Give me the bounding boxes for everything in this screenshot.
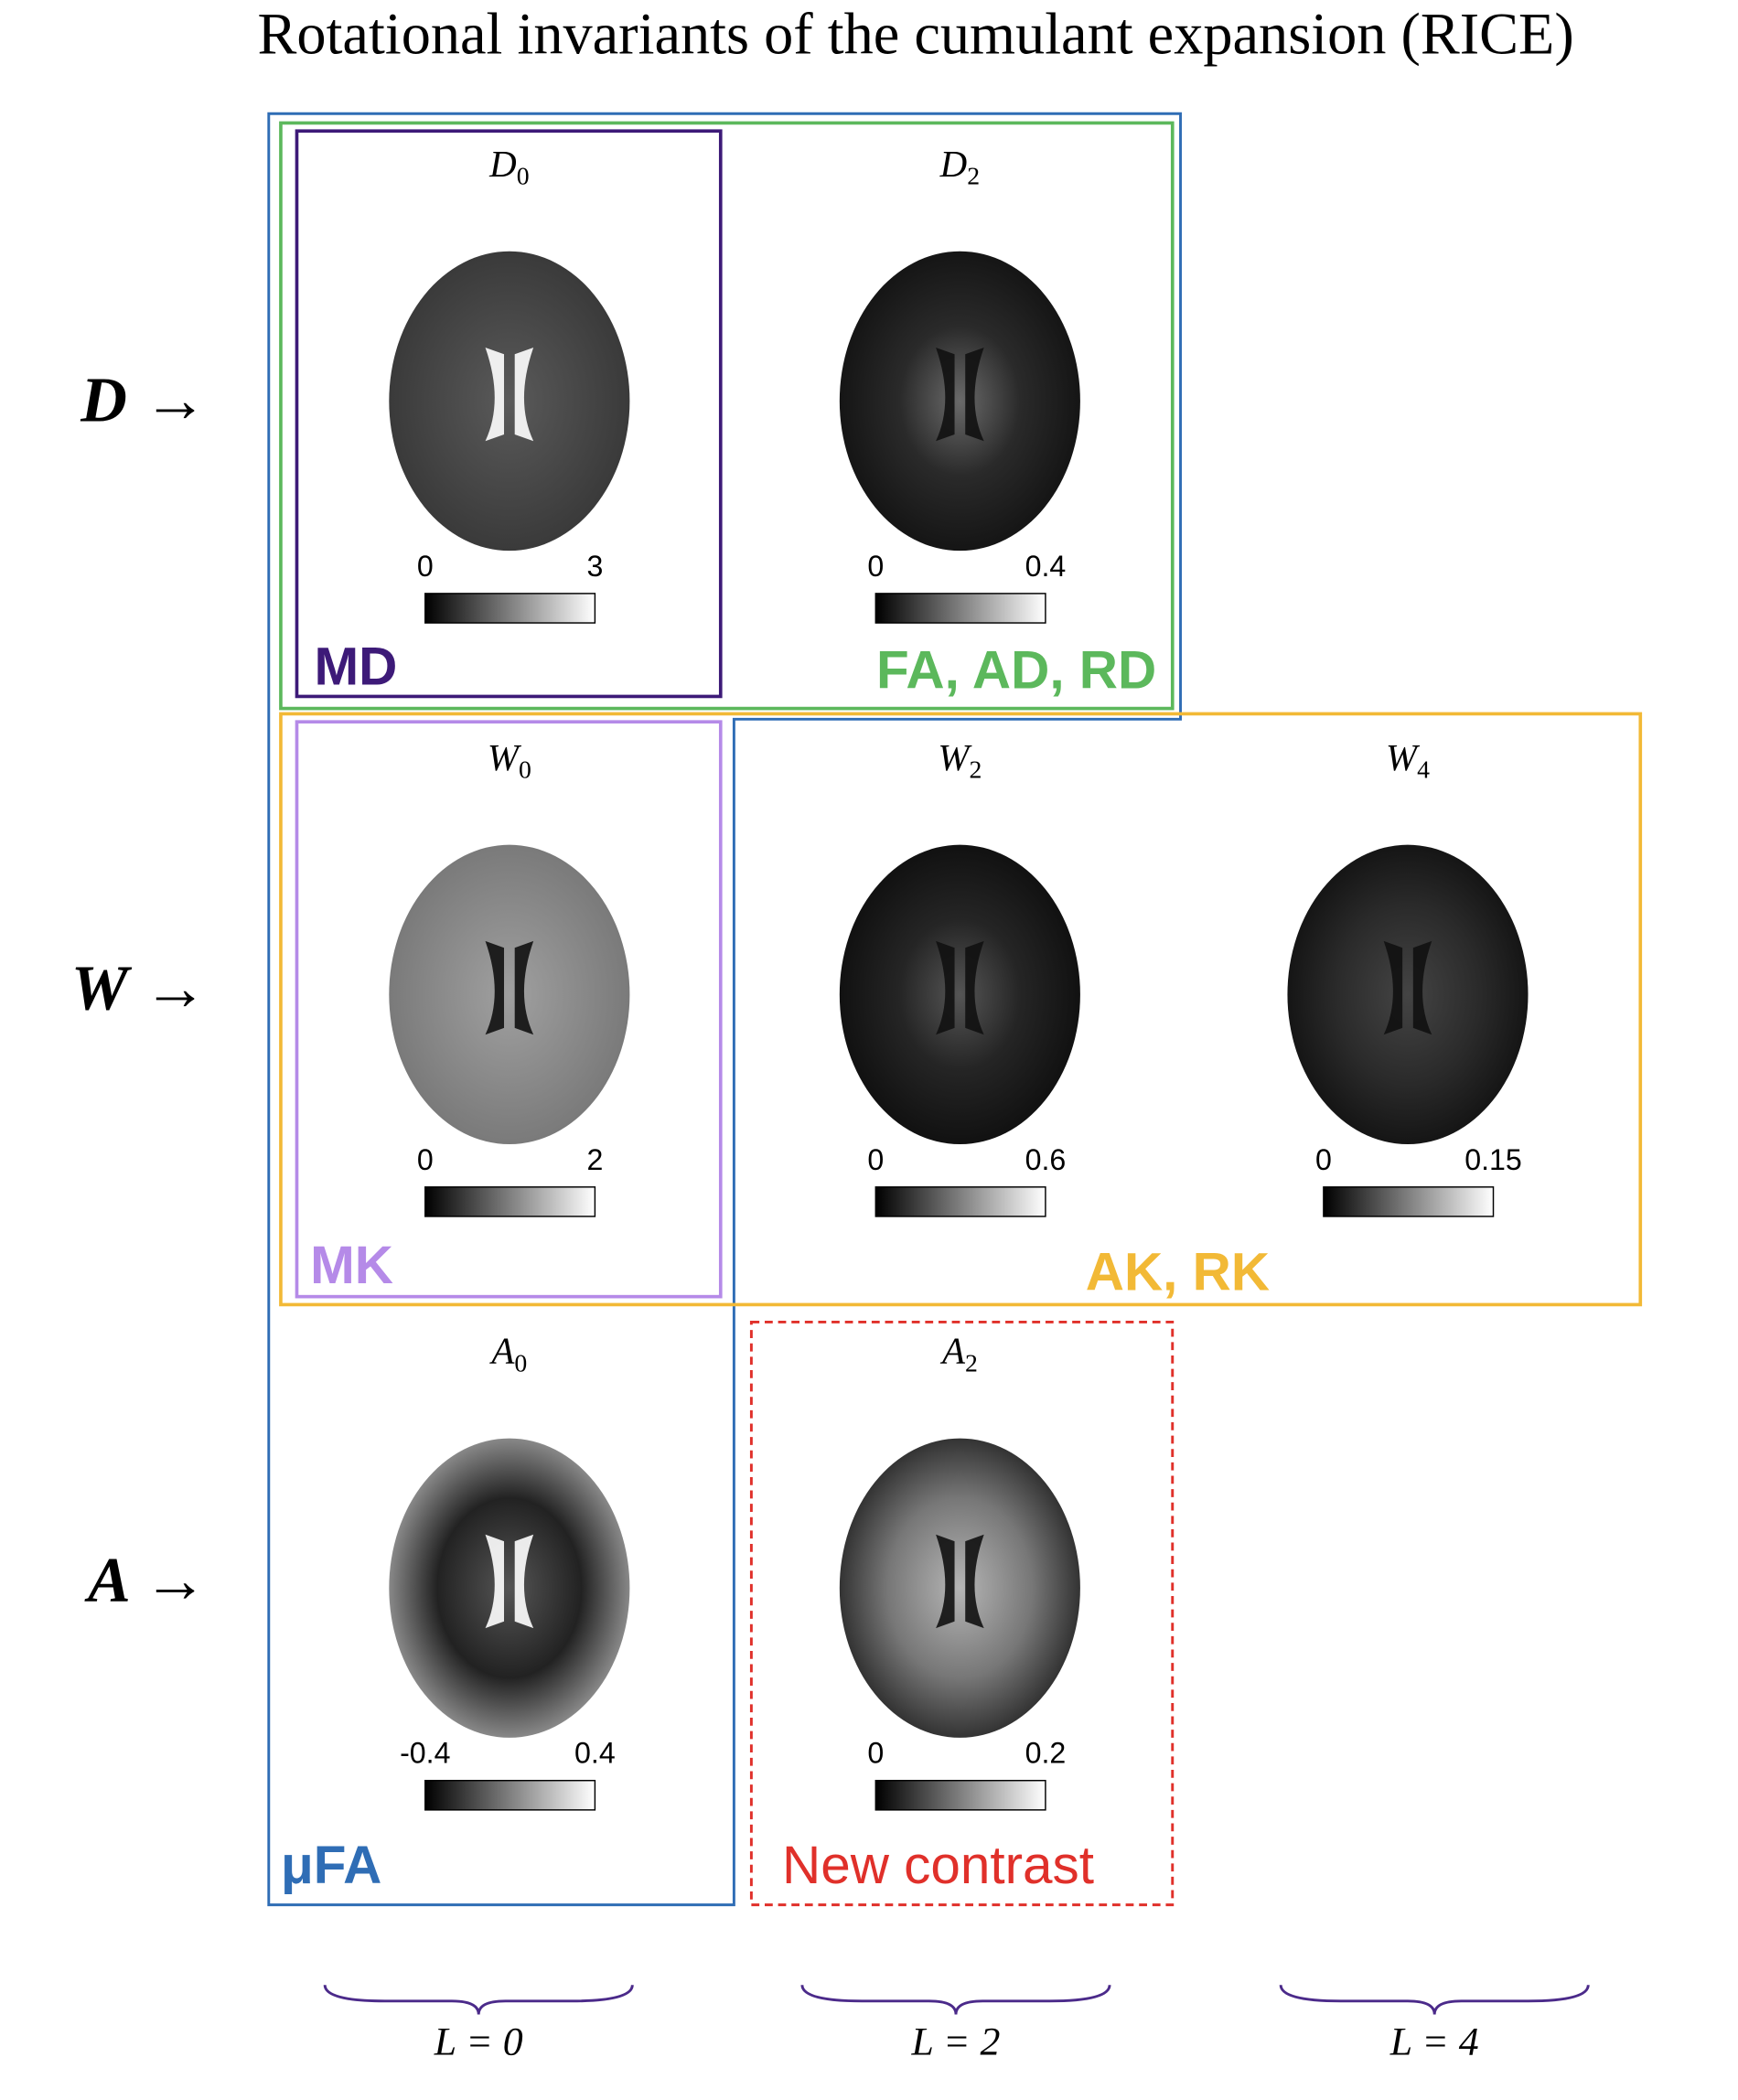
colorbar-max: 0.6 (1025, 1143, 1067, 1176)
colorbar-max: 3 (586, 550, 603, 583)
colorbar-min: 0 (417, 550, 434, 583)
column-label: L = 2 (910, 2020, 1000, 2063)
colorbar-max: 2 (586, 1143, 603, 1176)
colorbar (874, 593, 1046, 624)
ventricles (485, 347, 534, 442)
brain-image (1287, 844, 1529, 1145)
row-label: D → (80, 364, 207, 435)
ventricles (936, 940, 984, 1035)
group-label: FA, AD, RD (876, 641, 1156, 701)
green-frame (279, 121, 1175, 711)
blue-frame (267, 112, 1182, 1907)
panel-symbol: W (1386, 737, 1421, 778)
panel-index: 2 (969, 756, 982, 785)
colorbar-max: 0.4 (1025, 550, 1067, 583)
ventricles (1383, 940, 1432, 1035)
row-label: W → (71, 952, 208, 1023)
group-label: New contrast (782, 1836, 1094, 1895)
ventricles (485, 1534, 534, 1629)
panel-label: A0 (488, 1331, 527, 1378)
column-label: L = 4 (1389, 2020, 1479, 2063)
panel-symbol: W (488, 737, 522, 778)
group-label: AK, RK (1086, 1242, 1270, 1302)
colorbar (874, 1779, 1046, 1811)
colorbar-min: 0 (867, 550, 884, 583)
brace (800, 1985, 1111, 2015)
ventricles (485, 940, 534, 1035)
brace (323, 1985, 634, 2015)
column-label: L = 0 (434, 2020, 523, 2063)
panel-label: A2 (939, 1331, 978, 1378)
group-label: μFA (281, 1836, 381, 1895)
panel-symbol: D (488, 144, 517, 185)
brace (1279, 1985, 1590, 2015)
colorbar-max: 0.4 (574, 1737, 616, 1770)
panel-index: 2 (967, 163, 980, 191)
group-label: MD (314, 637, 397, 696)
brain-image (839, 844, 1080, 1145)
ventricles (936, 1534, 984, 1629)
group-label: MK (310, 1236, 393, 1295)
panel-symbol: A (488, 1331, 515, 1372)
panel-symbol: W (938, 737, 972, 778)
colorbar (424, 1779, 596, 1811)
purple-frame (295, 129, 723, 699)
brain-image (389, 1438, 630, 1738)
brain-image (389, 251, 630, 552)
panel-label: W0 (488, 737, 531, 785)
orange-frame (279, 712, 1643, 1307)
colorbar-min: 0 (867, 1737, 884, 1770)
colorbar-min: 0 (1315, 1143, 1332, 1176)
colorbar (424, 1186, 596, 1217)
panel-index: 0 (517, 163, 530, 191)
panel-label: D2 (939, 144, 980, 191)
panel-label: W2 (938, 737, 982, 785)
panel-symbol: D (939, 144, 968, 185)
brain-image (839, 1438, 1080, 1738)
colorbar-max: 0.2 (1025, 1737, 1067, 1770)
colorbar (424, 593, 596, 624)
panel-index: 2 (965, 1349, 978, 1377)
colorbar-min: 0 (867, 1143, 884, 1176)
title: Rotational invariants of the cumulant ex… (258, 1, 1574, 66)
panel-index: 0 (519, 756, 531, 785)
panel-label: W4 (1386, 737, 1430, 785)
panel-index: 0 (514, 1349, 527, 1377)
colorbar (874, 1186, 1046, 1217)
colorbar-max: 0.15 (1464, 1143, 1522, 1176)
brain-image (839, 251, 1080, 552)
lilac-frame (295, 720, 723, 1299)
red-frame (749, 1320, 1175, 1907)
panel-index: 4 (1417, 756, 1430, 785)
row-label: A → (84, 1545, 208, 1616)
panel-symbol: A (939, 1331, 966, 1372)
brain-image (389, 844, 630, 1145)
colorbar (1323, 1186, 1495, 1217)
ventricles (936, 347, 984, 442)
panel-label: D0 (488, 144, 529, 191)
colorbar-min: 0 (417, 1143, 434, 1176)
colorbar-min: -0.4 (400, 1737, 450, 1770)
